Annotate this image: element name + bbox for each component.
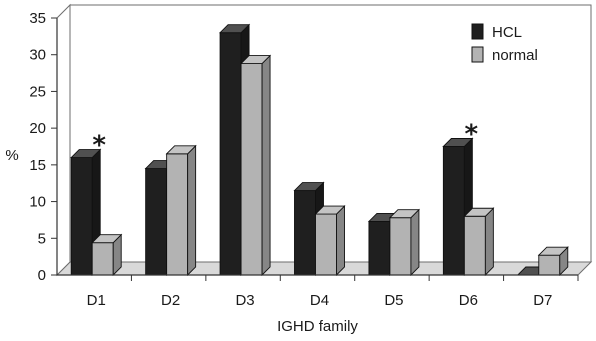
bar <box>314 204 346 277</box>
bar <box>388 208 421 277</box>
y-axis-title: % <box>5 147 18 164</box>
y-tick-label: 0 <box>38 267 46 284</box>
bar-top <box>442 138 474 147</box>
side-wall <box>56 3 71 277</box>
bar-front <box>166 153 189 276</box>
bar-front <box>91 242 114 276</box>
bar <box>239 54 272 277</box>
bar-front <box>463 215 486 276</box>
x-tick-label: D2 <box>161 292 180 309</box>
bar-top <box>218 24 251 34</box>
bar-side <box>336 204 345 277</box>
bar-front <box>70 157 93 276</box>
y-tick-label: 5 <box>38 230 46 247</box>
y-tick-label: 20 <box>29 120 46 137</box>
bar-top <box>537 246 569 256</box>
x-tick-label: D1 <box>87 292 106 309</box>
bar-front <box>240 63 263 276</box>
bar-front <box>368 220 391 276</box>
y-tick-label: 10 <box>29 194 46 211</box>
bar-front <box>219 32 242 276</box>
x-tick-label: D3 <box>235 292 254 309</box>
bar-side <box>187 144 197 277</box>
y-tick-label: 35 <box>29 10 46 27</box>
bar <box>91 233 123 277</box>
bar-front <box>442 146 465 276</box>
bar-front <box>294 190 316 276</box>
axes: 0 5 10 15 20 25 30 35 D1 D2 D3 D4 D5 D6 D7 * * IGHD famil… <box>5 10 579 335</box>
legend-label: normal <box>492 47 538 64</box>
significance-star: * <box>465 120 479 150</box>
x-tick-label: D5 <box>384 292 403 309</box>
bar-top <box>388 209 421 219</box>
y-tick-label: 25 <box>29 83 46 100</box>
bar-top <box>314 205 346 215</box>
bar-side <box>410 208 420 277</box>
legend: HCL normal <box>471 23 538 64</box>
bars <box>70 23 569 277</box>
bar <box>165 144 197 277</box>
x-tick-label: D4 <box>310 292 329 309</box>
bar <box>537 246 569 277</box>
bar-top <box>70 149 102 158</box>
significance-star: * <box>92 131 106 161</box>
x-axis-title: IGHD family <box>277 318 358 335</box>
bar-top <box>239 55 272 64</box>
legend-swatch <box>471 23 484 40</box>
legend-swatch <box>471 46 484 63</box>
bar <box>463 207 495 277</box>
legend-label: HCL <box>492 24 522 41</box>
bar-side <box>261 54 271 277</box>
x-tick-label: D6 <box>459 292 478 309</box>
x-tick-label: D7 <box>533 292 552 309</box>
bar-top <box>91 234 123 244</box>
bar-front <box>145 168 168 276</box>
bar-side <box>484 207 494 277</box>
y-tick-label: 15 <box>29 157 46 174</box>
y-tick-label: 30 <box>29 47 46 64</box>
bar-front <box>315 213 337 276</box>
bar-front <box>538 254 561 276</box>
bar-top <box>463 207 495 217</box>
bar-top <box>165 145 197 155</box>
bar-top <box>293 182 325 192</box>
bar-front <box>389 217 412 276</box>
